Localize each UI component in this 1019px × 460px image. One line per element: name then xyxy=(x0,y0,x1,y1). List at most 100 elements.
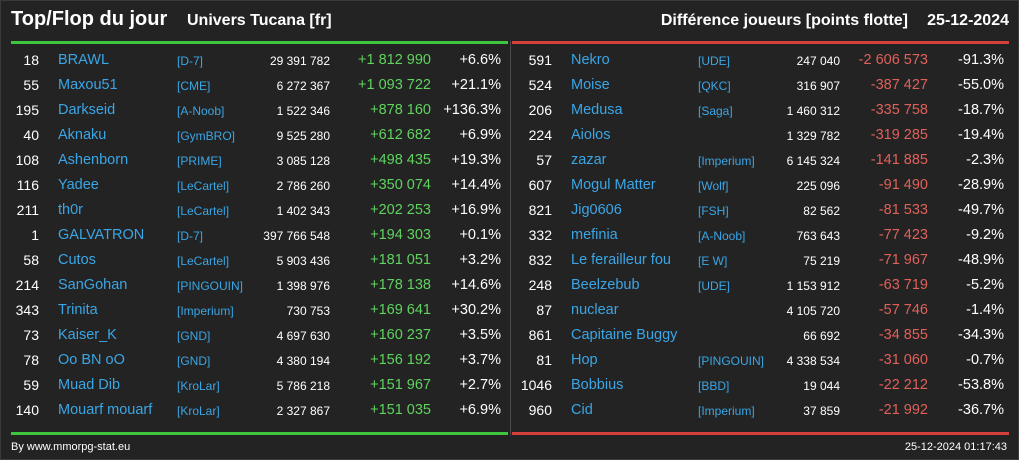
points-difference: +151 035 xyxy=(370,402,431,418)
points-difference: -91 490 xyxy=(878,177,928,193)
player-name-link[interactable]: Bobbius xyxy=(571,377,624,393)
player-name-link[interactable]: zazar xyxy=(571,152,607,168)
player-name-link[interactable]: Hop xyxy=(571,352,598,368)
alliance-link[interactable]: [Imperium] xyxy=(698,404,755,418)
player-rank: 248 xyxy=(528,277,552,293)
player-points: 4 697 630 xyxy=(276,329,330,343)
alliance-link[interactable]: [UDE] xyxy=(698,54,731,68)
player-name-link[interactable]: Muad Dib xyxy=(58,377,121,393)
player-rank: 861 xyxy=(528,327,552,343)
player-rank: 57 xyxy=(536,152,552,168)
player-points: 1 153 912 xyxy=(786,279,840,293)
player-name-link[interactable]: BRAWL xyxy=(58,52,110,68)
table-row: 248 Beelzebub [UDE] 1 153 912 -63 719 -5.2% xyxy=(512,273,1009,298)
player-rank: 1046 xyxy=(520,377,552,393)
table-row: 58 Cutos [LeCartel] 5 903 436 +181 051 +3.2% xyxy=(11,248,508,273)
alliance-link[interactable]: [GymBRO] xyxy=(177,129,236,143)
alliance-link[interactable]: [GND] xyxy=(177,329,211,343)
alliance-link[interactable]: [LeCartel] xyxy=(177,179,230,193)
player-name-link[interactable]: SanGohan xyxy=(58,277,128,293)
player-rank: 78 xyxy=(23,352,39,368)
top-list: 18 BRAWL [D-7] 29 391 782 +1 812 990 +6.6% 55 M… xyxy=(11,48,508,423)
player-name-link[interactable]: Trinita xyxy=(58,302,98,318)
alliance-link[interactable]: [A-Noob] xyxy=(177,104,225,118)
player-name-link[interactable]: Aknaku xyxy=(58,127,107,143)
alliance-link[interactable]: [PRIME] xyxy=(177,154,222,168)
player-name-link[interactable]: nuclear xyxy=(571,302,619,318)
player-rank: 87 xyxy=(536,302,552,318)
player-rank: 206 xyxy=(528,102,552,118)
flop-panel-bar xyxy=(512,41,1009,44)
player-name-link[interactable]: th0r xyxy=(58,202,83,218)
player-rank: 18 xyxy=(23,52,39,68)
player-points: 5 786 218 xyxy=(276,379,330,393)
points-difference: +178 138 xyxy=(370,277,431,293)
alliance-link[interactable]: [LeCartel] xyxy=(177,254,230,268)
player-name-link[interactable]: GALVATRON xyxy=(58,227,145,243)
player-name-link[interactable]: Yadee xyxy=(58,177,99,193)
table-row: 960 Cid [Imperium] 37 859 -21 992 -36.7% xyxy=(512,398,1009,423)
player-name-link[interactable]: Kaiser_K xyxy=(58,327,117,343)
points-difference: +202 253 xyxy=(370,202,431,218)
player-points: 2 786 260 xyxy=(276,179,330,193)
player-name-link[interactable]: Ashenborn xyxy=(58,152,129,168)
points-difference: +169 641 xyxy=(370,302,431,318)
alliance-link[interactable]: [KroLar] xyxy=(177,379,220,393)
alliance-link[interactable]: [GND] xyxy=(177,354,211,368)
percent-change: +0.1% xyxy=(459,227,501,243)
percent-change: +6.6% xyxy=(459,52,501,68)
alliance-link[interactable]: [Imperium] xyxy=(698,154,755,168)
alliance-link[interactable]: [PINGOUIN] xyxy=(698,354,765,368)
player-points: 1 398 976 xyxy=(276,279,330,293)
alliance-link[interactable]: [FSH] xyxy=(698,204,729,218)
alliance-link[interactable]: [D-7] xyxy=(177,54,204,68)
alliance-link[interactable]: [PINGOUIN] xyxy=(177,279,244,293)
percent-change: -28.9% xyxy=(958,177,1004,193)
points-difference: -71 967 xyxy=(878,252,928,268)
player-name-link[interactable]: Oo BN oO xyxy=(58,352,125,368)
table-row: 73 Kaiser_K [GND] 4 697 630 +160 237 +3.5% xyxy=(11,323,508,348)
points-difference: -77 423 xyxy=(878,227,928,243)
player-points: 75 219 xyxy=(803,254,840,268)
player-name-link[interactable]: mefinia xyxy=(571,227,618,243)
alliance-link[interactable]: [Imperium] xyxy=(177,304,234,318)
player-name-link[interactable]: Cutos xyxy=(58,252,96,268)
table-row: 861 Capitaine Buggy 66 692 -34 855 -34.3% xyxy=(512,323,1009,348)
player-rank: 140 xyxy=(15,402,39,418)
player-name-link[interactable]: Darkseid xyxy=(58,102,116,118)
player-name-link[interactable]: Aiolos xyxy=(571,127,611,143)
alliance-link[interactable]: [A-Noob] xyxy=(698,229,746,243)
header: Top/Flop du jour Univers Tucana [fr] Dif… xyxy=(1,1,1019,41)
percent-change: -36.7% xyxy=(958,402,1004,418)
player-name-link[interactable]: Medusa xyxy=(571,102,623,118)
alliance-link[interactable]: [E W] xyxy=(698,254,728,268)
percent-change: -0.7% xyxy=(966,352,1004,368)
page-title: Top/Flop du jour xyxy=(11,8,168,30)
player-rank: 607 xyxy=(528,177,552,193)
player-name-link[interactable]: Jig0606 xyxy=(571,202,622,218)
player-name-link[interactable]: Moise xyxy=(571,77,610,93)
footer-timestamp: 25-12-2024 01:17:43 xyxy=(904,441,1007,453)
player-name-link[interactable]: Beelzebub xyxy=(571,277,640,293)
alliance-link[interactable]: [BBD] xyxy=(698,379,730,393)
alliance-link[interactable]: [CME] xyxy=(177,79,211,93)
points-difference: -31 060 xyxy=(878,352,928,368)
alliance-link[interactable]: [KroLar] xyxy=(177,404,220,418)
player-name-link[interactable]: Cid xyxy=(571,402,593,418)
player-name-link[interactable]: Nekro xyxy=(571,52,610,68)
player-name-link[interactable]: Mouarf mouarf xyxy=(58,402,153,418)
player-name-link[interactable]: Capitaine Buggy xyxy=(571,327,678,343)
alliance-link[interactable]: [UDE] xyxy=(698,279,731,293)
player-points: 1 329 782 xyxy=(786,129,840,143)
alliance-link[interactable]: [QKC] xyxy=(698,79,731,93)
alliance-link[interactable]: [Saga] xyxy=(698,104,733,118)
alliance-link[interactable]: [D-7] xyxy=(177,229,204,243)
player-name-link[interactable]: Le ferailleur fou xyxy=(571,252,671,268)
alliance-link[interactable]: [LeCartel] xyxy=(177,204,230,218)
top-panel-bar xyxy=(11,41,508,44)
player-name-link[interactable]: Mogul Matter xyxy=(571,177,656,193)
player-rank: 591 xyxy=(528,52,552,68)
alliance-link[interactable]: [Wolf] xyxy=(698,179,729,193)
player-points: 225 096 xyxy=(796,179,840,193)
player-name-link[interactable]: Maxou51 xyxy=(58,77,118,93)
